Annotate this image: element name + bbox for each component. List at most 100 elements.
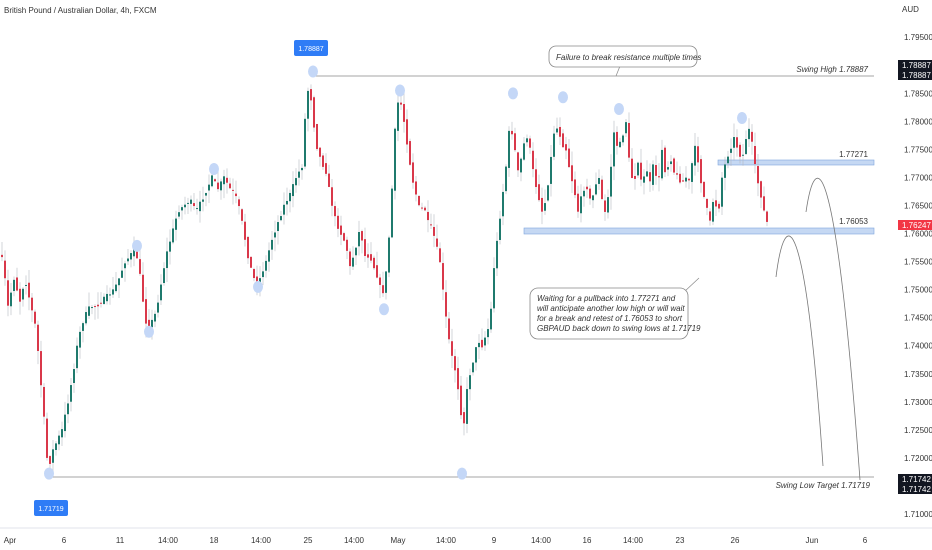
- candle-body: [763, 196, 765, 211]
- candle-body: [712, 201, 714, 222]
- candle-body: [760, 181, 762, 198]
- candle-body: [439, 248, 441, 263]
- candle-body: [550, 156, 552, 184]
- candle-body: [160, 284, 162, 301]
- candle-body: [745, 139, 747, 155]
- candle-body: [634, 175, 636, 179]
- candle-body: [28, 282, 30, 298]
- candle-body: [556, 128, 558, 133]
- candle-body: [136, 248, 138, 259]
- candle-body: [292, 184, 294, 197]
- candle-body: [415, 181, 417, 195]
- candle-body: [430, 224, 432, 226]
- candle-body: [622, 135, 624, 143]
- candle-body: [511, 130, 513, 135]
- candle-body: [559, 126, 561, 137]
- candle-body: [274, 232, 276, 238]
- candle-body: [625, 122, 627, 134]
- candle-body: [535, 169, 537, 188]
- time-axis-tick: 14:00: [158, 536, 179, 545]
- swing-point-dot: [508, 87, 518, 100]
- candle-body: [751, 131, 753, 142]
- candle-body: [685, 177, 687, 182]
- candle-body: [457, 368, 459, 390]
- callout-plan-line-1: Waiting for a pullback into 1.77271 and: [537, 294, 676, 303]
- candle-body: [148, 319, 150, 329]
- candle-body: [328, 173, 330, 187]
- candle-body: [187, 202, 189, 204]
- candle-body: [466, 389, 468, 424]
- candle-body: [709, 211, 711, 221]
- candle-body: [670, 161, 672, 165]
- candle-body: [586, 186, 588, 190]
- callout-plan[interactable]: Waiting for a pullback into 1.77271 and …: [529, 277, 701, 340]
- candle-body: [244, 221, 246, 240]
- candle-body: [628, 122, 630, 158]
- candle-body: [55, 443, 57, 450]
- candle-body: [352, 257, 354, 267]
- price-axis-tick: 1.72000: [904, 454, 932, 463]
- candle-body: [289, 192, 291, 202]
- swing-point-dot: [614, 103, 624, 116]
- price-axis-tick: 1.74500: [904, 314, 932, 323]
- candle-body: [22, 288, 24, 300]
- candle-body: [370, 254, 372, 261]
- projection-curve-lower: [775, 235, 824, 467]
- candle-body: [118, 278, 120, 286]
- candle-body: [133, 247, 135, 257]
- price-badge: [898, 220, 932, 230]
- candle-body: [544, 203, 546, 211]
- candle-body: [508, 130, 510, 168]
- candle-body: [409, 141, 411, 165]
- candle-body: [223, 176, 225, 185]
- candle-body: [280, 216, 282, 221]
- candle-body: [523, 143, 525, 160]
- candle-body: [109, 294, 111, 296]
- callout-resistance-text: Failure to break resistance multiple tim…: [556, 53, 701, 62]
- price-axis-tick: 1.76500: [904, 202, 932, 211]
- candle-body: [217, 182, 219, 190]
- price-axis-tick: 1.77500: [904, 145, 932, 154]
- candle-body: [562, 133, 564, 148]
- candle-body: [640, 162, 642, 180]
- candle-body: [484, 337, 486, 346]
- price-tag-low-text: 1.71719: [38, 506, 63, 513]
- price-badge-text: 1.71742: [902, 485, 931, 494]
- candle-body: [100, 302, 102, 304]
- candle-body: [748, 128, 750, 140]
- candle-body: [697, 146, 699, 163]
- candle-body: [310, 89, 312, 101]
- price-tag-high-text: 1.78887: [298, 46, 323, 53]
- candle-body: [358, 232, 360, 247]
- time-axis-tick: 18: [210, 536, 219, 545]
- price-badge: [898, 70, 932, 80]
- price-axis-tick: 1.77000: [904, 173, 932, 182]
- price-axis-tick: 1.75000: [904, 286, 932, 295]
- price-axis-tick: 1.78500: [904, 89, 932, 98]
- candle-body: [181, 207, 183, 211]
- time-axis-tick: 11: [116, 536, 125, 545]
- price-badge: [898, 474, 932, 484]
- candle-body: [400, 102, 402, 105]
- time-axis-tick: 14:00: [344, 536, 365, 545]
- candle-body: [385, 271, 387, 293]
- candle-body: [238, 199, 240, 207]
- price-axis-tick: 1.71000: [904, 510, 932, 519]
- candle-body: [265, 260, 267, 271]
- candle-body: [121, 270, 123, 278]
- candle-body: [505, 166, 507, 192]
- callout-resistance[interactable]: Failure to break resistance multiple tim…: [548, 45, 701, 77]
- candle-body: [58, 435, 60, 445]
- candle-body: [46, 418, 48, 458]
- candle-body: [460, 385, 462, 416]
- time-axis[interactable]: Apr 6 11 14:00 18 14:00 25 14:00 May 14:00 9 14:00 1…: [4, 536, 868, 545]
- candle-body: [433, 226, 435, 236]
- candle-body: [343, 233, 345, 241]
- swing-low-label: Swing Low Target 1.71719: [776, 481, 871, 490]
- candle-body: [196, 208, 198, 210]
- candle-body: [283, 204, 285, 215]
- candle-body: [178, 212, 180, 217]
- candle-body: [688, 178, 690, 181]
- candle-body: [631, 158, 633, 179]
